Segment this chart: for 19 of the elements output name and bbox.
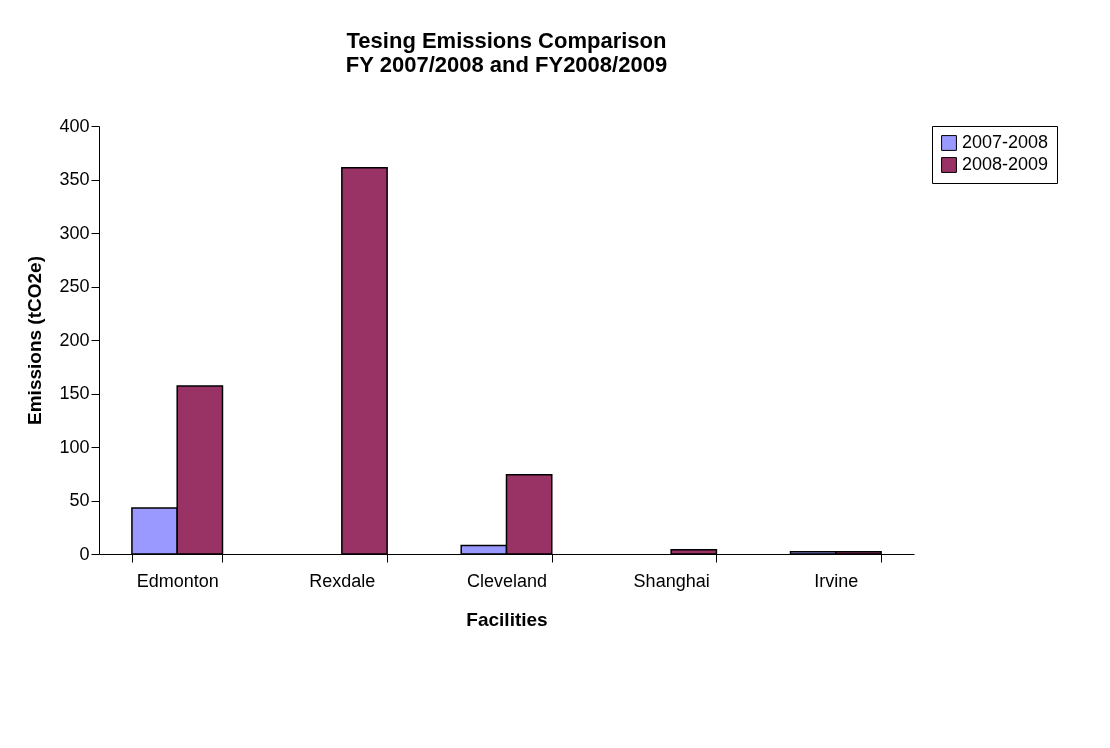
y-tick-label: 150 (59, 383, 90, 403)
x-tick-label: Rexdale (309, 570, 376, 591)
x-tick-label: Cleveland (466, 570, 548, 591)
y-tick-label: 400 (59, 115, 90, 136)
y-tick-label: 200 (59, 329, 90, 350)
y-tick-label: 350 (59, 169, 90, 189)
legend-label: 2008-2009 (962, 154, 1049, 174)
x-tick-label: Irvine (814, 570, 859, 591)
y-tick-label: 250 (59, 276, 90, 296)
chart-title: Tesing Emissions Comparison FY 2007/2008 and FY2008/2009 (345, 28, 668, 77)
y-tick-label: 300 (59, 222, 90, 243)
y-tick-label: 50 (69, 490, 90, 510)
x-axis-title: Facilities (466, 608, 548, 630)
x-tick-label: Edmonton (136, 570, 219, 591)
y-axis-title: Emissions (tCO2e) (24, 256, 46, 425)
y-tick-label: 100 (59, 436, 90, 457)
y-tick-label: 0 (79, 543, 90, 564)
x-tick-label: Shanghai (633, 570, 710, 591)
legend-label: 2007-2008 (962, 132, 1049, 152)
